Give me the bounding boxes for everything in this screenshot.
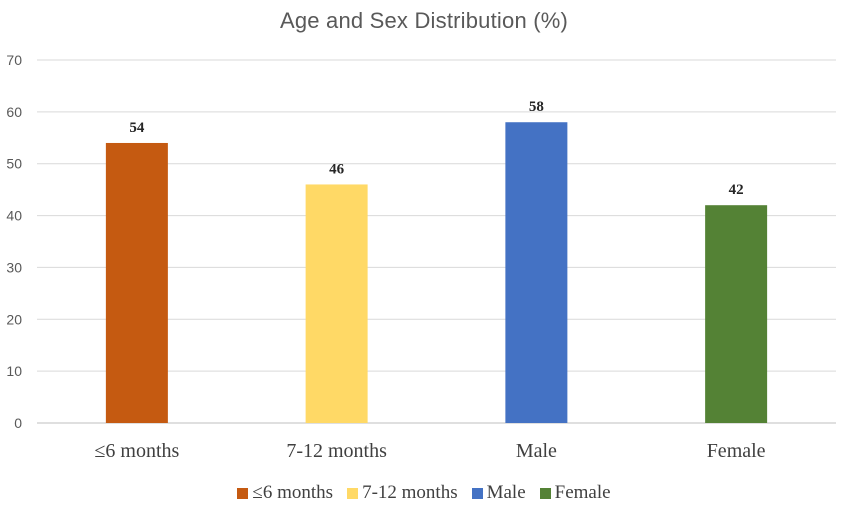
x-tick-label: Female — [707, 440, 766, 462]
legend-swatch — [347, 487, 359, 499]
bar — [705, 205, 768, 423]
y-tick-label: 0 — [14, 415, 22, 431]
legend-label: Male — [486, 482, 526, 503]
data-label: 42 — [729, 182, 744, 198]
legend-item: Female — [539, 482, 611, 504]
y-tick-label: 20 — [6, 311, 22, 327]
legend-swatch — [237, 487, 249, 499]
y-tick-label: 40 — [6, 208, 22, 224]
y-tick-label: 70 — [6, 52, 22, 68]
data-label: 54 — [129, 120, 145, 136]
legend-swatch — [471, 487, 483, 499]
x-tick-label: ≤6 months — [94, 440, 179, 462]
y-tick-label: 50 — [6, 156, 22, 172]
data-label: 58 — [529, 99, 544, 115]
legend-label: 7-12 months — [362, 482, 458, 503]
bar — [105, 142, 168, 423]
y-tick-label: 60 — [6, 104, 22, 120]
legend-label: ≤6 months — [252, 482, 334, 503]
bar — [305, 184, 368, 423]
legend-label: Female — [554, 482, 611, 503]
chart-title: Age and Sex Distribution (%) — [279, 8, 569, 33]
legend-item: Male — [471, 482, 526, 504]
legend-item: 7-12 months — [347, 482, 458, 504]
x-tick-label: Male — [516, 440, 557, 462]
y-tick-label: 30 — [6, 259, 22, 275]
x-tick-label: 7-12 months — [286, 440, 387, 462]
data-label: 46 — [329, 161, 345, 177]
legend-swatch — [539, 487, 551, 499]
chart-legend: ≤6 months 7-12 months Male Female — [0, 482, 848, 504]
bar — [505, 122, 568, 423]
legend-item: ≤6 months — [237, 482, 333, 504]
y-tick-label: 10 — [6, 363, 22, 379]
